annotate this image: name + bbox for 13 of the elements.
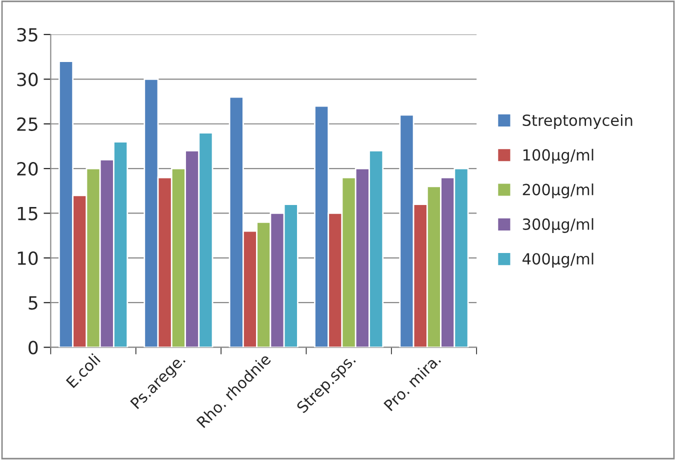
legend-label: 200µg/ml [522,184,594,198]
y-tick-label: 10 [18,251,38,266]
legend-label: 400µg/ml [522,252,594,268]
y-tick-label: 25 [17,117,38,131]
y-tick-label: 20 [17,162,38,176]
y-tick-label: 0 [28,340,38,354]
legend-label: 100µg/ml [523,148,594,164]
y-tick-label: 30 [17,72,38,86]
legend-label: Streptomycein [522,114,632,129]
y-tick-label: 35 [17,28,38,42]
legend-label: 300µg/ml [522,218,594,233]
y-tick-label: 5 [28,296,38,310]
y-tick-label: 15 [18,206,38,220]
